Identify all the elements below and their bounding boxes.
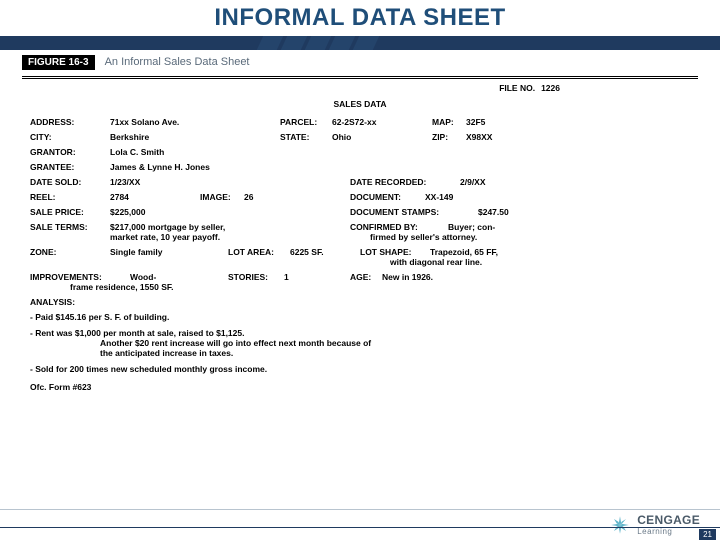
sale-terms-value2: market rate, 10 year payoff. (110, 232, 350, 242)
state-value: Ohio (332, 132, 432, 142)
slide-title: INFORMAL DATA SHEET (0, 4, 720, 32)
bullet-2c: the anticipated increase in taxes. (100, 348, 690, 358)
document-value: XX-149 (425, 192, 453, 202)
date-recorded-value: 2/9/XX (460, 177, 486, 187)
footer-rule-dark (0, 527, 720, 528)
address-label: ADDRESS: (30, 117, 110, 127)
file-no-value: 1226 (541, 83, 560, 93)
age-value: New in 1926. (382, 272, 433, 282)
figure-caption: An Informal Sales Data Sheet (105, 56, 250, 68)
image-label: IMAGE: (200, 192, 244, 202)
reel-label: REEL: (30, 192, 110, 202)
figure-label: FIGURE 16-3 (22, 55, 95, 70)
section-title: SALES DATA (30, 99, 690, 109)
brand-star-icon (609, 514, 631, 536)
stories-value: 1 (284, 272, 350, 282)
parcel-value: 62-2S72-xx (332, 117, 432, 127)
brand-sub: Learning (637, 528, 700, 536)
bullet-2a: - Rent was $1,000 per month at sale, rai… (30, 328, 690, 338)
title-band: INFORMAL DATA SHEET (0, 0, 720, 50)
zone-label: ZONE: (30, 247, 110, 257)
lot-area-value: 6225 SF. (290, 247, 360, 257)
ofc-form: Ofc. Form #623 (30, 382, 690, 392)
sale-terms-label: SALE TERMS: (30, 222, 110, 232)
improvements-label: IMPROVEMENTS: (30, 272, 130, 282)
grantee-value: James & Lynne H. Jones (110, 162, 210, 172)
stories-label: STORIES: (228, 272, 284, 282)
sale-terms-value1: $217,000 mortgage by seller, (110, 222, 350, 232)
image-value: 26 (244, 192, 350, 202)
date-recorded-label: DATE RECORDED: (350, 177, 460, 187)
address-value: 71xx Solano Ave. (110, 117, 280, 127)
map-value: 32F5 (466, 117, 485, 127)
document-label: DOCUMENT: (350, 192, 425, 202)
age-label: AGE: (350, 272, 382, 282)
page-number: 21 (699, 529, 716, 540)
lot-area-label: LOT AREA: (228, 247, 290, 257)
city-label: CITY: (30, 132, 110, 142)
zip-value: X98XX (466, 132, 492, 142)
grantee-label: GRANTEE: (30, 162, 110, 172)
sale-price-value: $225,000 (110, 207, 350, 217)
sale-price-label: SALE PRICE: (30, 207, 110, 217)
parcel-label: PARCEL: (280, 117, 332, 127)
lot-shape-value2: with diagonal rear line. (390, 257, 482, 267)
grantor-label: GRANTOR: (30, 147, 110, 157)
improvements-value2: frame residence, 1550 SF. (70, 282, 173, 292)
doc-stamps-value: $247.50 (478, 207, 509, 217)
confirmed-by-value1: Buyer; con- (448, 222, 495, 232)
doc-stamps-label: DOCUMENT STAMPS: (350, 207, 478, 217)
city-value: Berkshire (110, 132, 280, 142)
lot-shape-value1: Trapezoid, 65 FF, (430, 247, 498, 257)
figure-header: FIGURE 16-3 An Informal Sales Data Sheet (0, 50, 720, 73)
confirmed-by-label: CONFIRMED BY: (350, 222, 448, 232)
bullet-1: - Paid $145.16 per S. F. of building. (30, 312, 690, 322)
zone-value: Single family (110, 247, 228, 257)
date-sold-label: DATE SOLD: (30, 177, 110, 187)
data-sheet: FILE NO. 1226 SALES DATA ADDRESS: 71xx S… (0, 79, 720, 392)
zip-label: ZIP: (432, 132, 466, 142)
footer-rule-light (0, 509, 720, 510)
file-no-label: FILE NO. (499, 83, 535, 93)
grantor-value: Lola C. Smith (110, 147, 164, 157)
reel-value: 2784 (110, 192, 200, 202)
map-label: MAP: (432, 117, 466, 127)
analysis-label: ANALYSIS: (30, 297, 75, 307)
bullet-3: - Sold for 200 times new scheduled month… (30, 364, 690, 374)
figure-rule-thick (22, 76, 698, 77)
bullet-2b: Another $20 rent increase will go into e… (100, 338, 690, 348)
improvements-value1: Wood- (130, 272, 228, 282)
lot-shape-label: LOT SHAPE: (360, 247, 430, 257)
brand-footer: CENGAGE Learning (609, 514, 700, 536)
analysis-bullets: - Paid $145.16 per S. F. of building. - … (30, 312, 690, 374)
date-sold-value: 1/23/XX (110, 177, 350, 187)
header-bar (0, 36, 720, 50)
brand-name: CENGAGE (637, 514, 700, 526)
state-label: STATE: (280, 132, 332, 142)
confirmed-by-value2: firmed by seller's attorney. (370, 232, 477, 242)
